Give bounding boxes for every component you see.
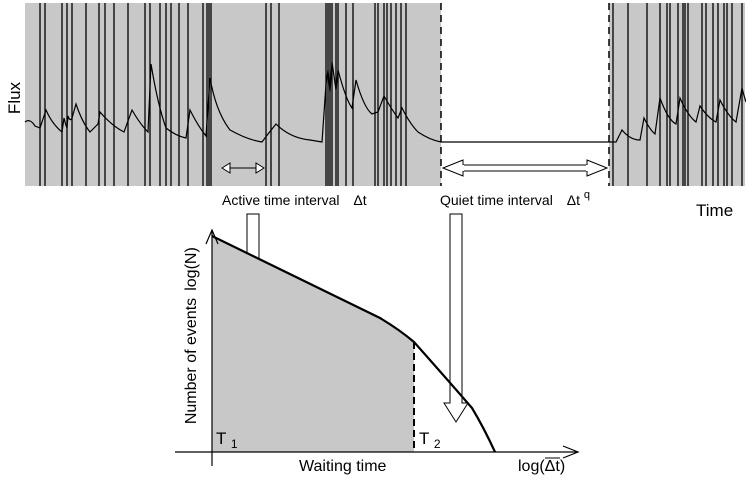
t2-label: T 2 <box>419 429 441 451</box>
flux-curve <box>24 61 746 143</box>
quiet-interval-region <box>441 3 609 186</box>
t2-letter: T <box>419 429 429 448</box>
active-interval-arrow <box>221 162 265 174</box>
active-interval-text: Active time interval <box>222 192 339 208</box>
number-of-events-label: Number of events <box>183 298 200 424</box>
t2-subscript: 2 <box>434 437 441 451</box>
t1-label: T 1 <box>216 429 238 451</box>
quiet-interval-text: Quiet time interval <box>440 192 553 208</box>
y-axis-arrowhead <box>205 228 219 245</box>
quiet-to-distribution-arrow <box>443 213 469 423</box>
shaded-area-under-curve <box>212 236 414 452</box>
distribution-curve <box>211 235 496 453</box>
quiet-superscript: q <box>584 189 590 201</box>
x-axis-arrowhead <box>562 445 580 459</box>
flux-axis-label: Flux <box>5 81 24 114</box>
log-delta-t-label: log(Δt) <box>518 458 565 475</box>
time-axis-label: Time <box>696 201 733 220</box>
active-interval-label: Active time interval Δt <box>222 192 367 208</box>
t1-letter: T <box>216 429 226 448</box>
t1-subscript: 1 <box>231 437 238 451</box>
waiting-time-distribution-panel: Number of events log(N) Waiting time log… <box>175 228 580 475</box>
log-n-label: log(N) <box>183 247 200 291</box>
active-delta-t-symbol: Δt <box>353 192 366 208</box>
waiting-time-label: Waiting time <box>299 458 387 475</box>
quiet-delta-t-symbol: Δt <box>567 192 580 208</box>
quiet-interval-label: Quiet time interval Δt q <box>440 189 590 208</box>
active-background <box>25 3 745 186</box>
flux-time-series-panel: Flux Time Active time interval Δt Quiet … <box>5 3 746 220</box>
quiet-interval-arrow <box>441 159 609 177</box>
